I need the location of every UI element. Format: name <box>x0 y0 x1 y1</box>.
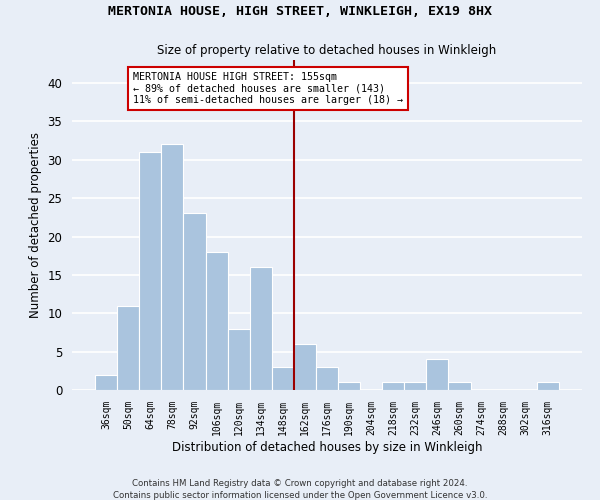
Bar <box>117 306 139 390</box>
Bar <box>250 267 272 390</box>
Bar <box>272 367 294 390</box>
Y-axis label: Number of detached properties: Number of detached properties <box>29 132 42 318</box>
Text: MERTONIA HOUSE HIGH STREET: 155sqm
← 89% of detached houses are smaller (143)
11: MERTONIA HOUSE HIGH STREET: 155sqm ← 89%… <box>133 72 403 104</box>
Bar <box>227 328 250 390</box>
Bar <box>206 252 227 390</box>
Bar <box>95 374 117 390</box>
Bar <box>294 344 316 390</box>
Text: Contains HM Land Registry data © Crown copyright and database right 2024.
Contai: Contains HM Land Registry data © Crown c… <box>113 478 487 500</box>
Bar <box>139 152 161 390</box>
Bar <box>382 382 404 390</box>
Text: MERTONIA HOUSE, HIGH STREET, WINKLEIGH, EX19 8HX: MERTONIA HOUSE, HIGH STREET, WINKLEIGH, … <box>108 5 492 18</box>
Bar <box>427 360 448 390</box>
Bar <box>448 382 470 390</box>
Bar <box>537 382 559 390</box>
Bar <box>404 382 427 390</box>
Title: Size of property relative to detached houses in Winkleigh: Size of property relative to detached ho… <box>157 44 497 58</box>
Bar <box>316 367 338 390</box>
Bar <box>161 144 184 390</box>
Bar <box>184 214 206 390</box>
Bar <box>338 382 360 390</box>
X-axis label: Distribution of detached houses by size in Winkleigh: Distribution of detached houses by size … <box>172 440 482 454</box>
